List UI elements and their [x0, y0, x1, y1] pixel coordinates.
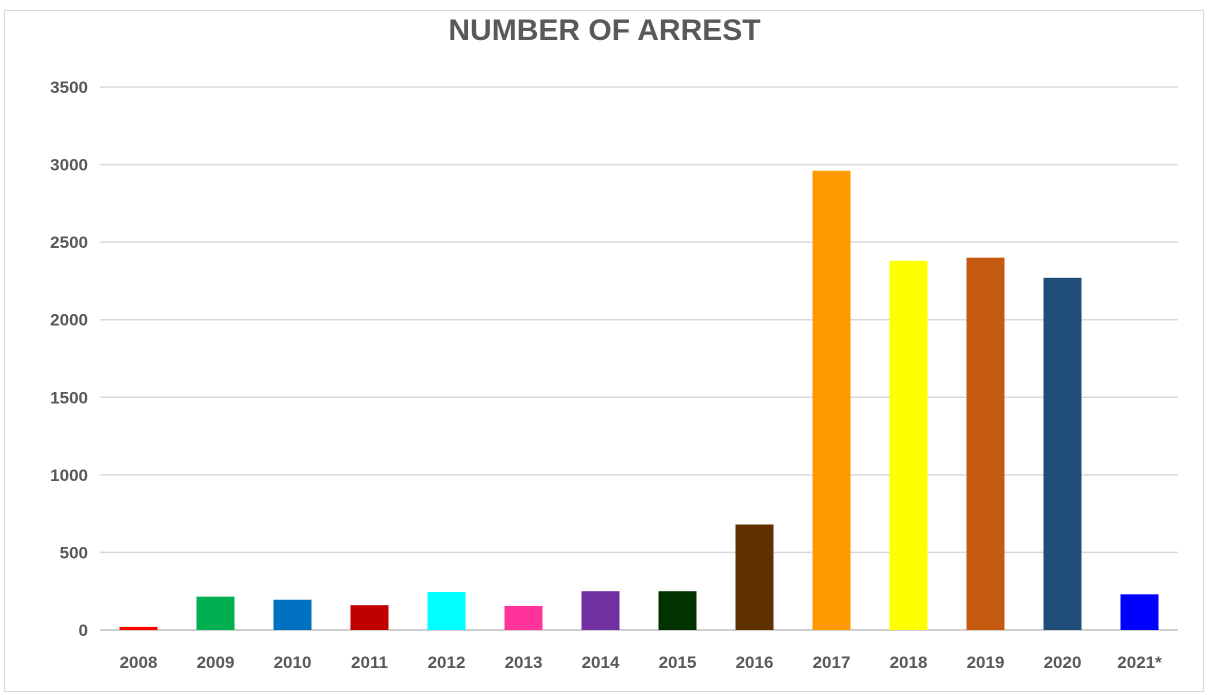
- bar-2013: [504, 605, 543, 630]
- gridlines: [100, 86, 1178, 631]
- x-tick-label: 2019: [967, 653, 1005, 672]
- x-axis-ticks: 2008 2009 2010 2011 2012 2013 2014 2015 2016 2017…: [120, 653, 1163, 672]
- x-tick-label: 2013: [505, 653, 543, 672]
- bar-2021: [1120, 594, 1159, 630]
- y-tick-label: 1500: [50, 388, 88, 407]
- bar-2019: [966, 257, 1005, 630]
- bar-2016: [735, 524, 774, 630]
- x-tick-label: 2015: [659, 653, 697, 672]
- bar-2015: [658, 591, 697, 630]
- bar-2009: [196, 596, 235, 630]
- y-axis-ticks: 0 500 1000 1500 2000 2500 3000 3500: [50, 78, 88, 640]
- x-tick-label: 2016: [736, 653, 774, 672]
- chart-title: NUMBER OF ARREST: [448, 14, 761, 47]
- x-tick-label: 2020: [1044, 653, 1082, 672]
- bar-2018: [889, 260, 928, 630]
- bar-2020: [1043, 277, 1082, 630]
- y-tick-label: 2000: [50, 311, 88, 330]
- bar-2017: [812, 170, 851, 630]
- y-tick-label: 3000: [50, 156, 88, 175]
- bar-2008: [119, 626, 158, 630]
- x-tick-label: 2009: [197, 653, 235, 672]
- bars: [119, 170, 1159, 630]
- x-tick-label: 2014: [582, 653, 620, 672]
- y-tick-label: 500: [60, 543, 88, 562]
- x-tick-label: 2021*: [1117, 653, 1162, 672]
- y-tick-label: 1000: [50, 466, 88, 485]
- x-tick-label: 2012: [428, 653, 466, 672]
- y-tick-label: 3500: [50, 78, 88, 97]
- bar-2011: [350, 605, 389, 630]
- y-tick-label: 2500: [50, 233, 88, 252]
- y-tick-label: 0: [79, 621, 88, 640]
- x-tick-label: 2017: [813, 653, 851, 672]
- x-tick-label: 2011: [351, 653, 388, 672]
- bar-2012: [427, 591, 466, 630]
- bar-2010: [273, 599, 312, 630]
- bar-2014: [581, 591, 620, 630]
- x-tick-label: 2008: [120, 653, 158, 672]
- x-tick-label: 2018: [890, 653, 928, 672]
- x-tick-label: 2010: [274, 653, 312, 672]
